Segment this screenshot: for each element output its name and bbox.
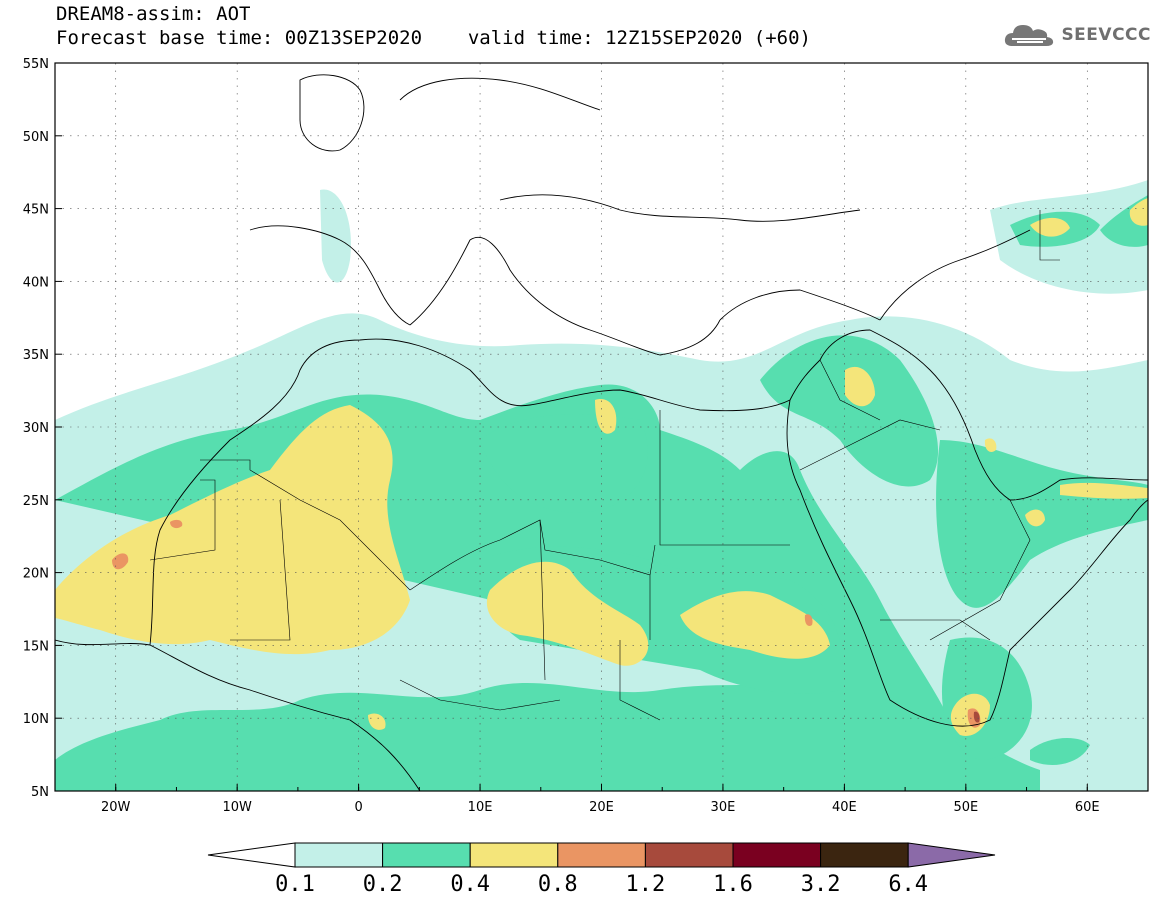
lat-tick-label: 40N xyxy=(23,275,49,290)
colorbar-label: 6.4 xyxy=(888,872,928,897)
lat-tick-label: 10N xyxy=(23,712,49,727)
colorbar-label: 1.6 xyxy=(713,872,753,897)
colorbar-label: 1.2 xyxy=(626,872,666,897)
lon-tick-label: 20W xyxy=(101,800,131,815)
lat-tick-label: 45N xyxy=(23,203,49,218)
aot-level-0.4 xyxy=(55,198,1148,736)
lon-tick-label: 40E xyxy=(832,800,857,815)
lon-axis: 20W 10W 0 10E 20E 30E 40E 50E 60E xyxy=(54,784,1149,815)
lat-lon-grid xyxy=(55,63,1148,791)
aot-field xyxy=(55,63,1148,791)
colorbar-segment xyxy=(294,842,384,868)
lat-tick-label: 35N xyxy=(23,348,49,363)
cloud-icon xyxy=(1005,25,1054,46)
colorbar-label: 0.8 xyxy=(538,872,578,897)
coastlines xyxy=(55,74,1148,791)
colorbar-segment xyxy=(732,842,822,868)
colorbar: 0.1 0.2 0.4 0.8 1.2 1.6 3.2 6.4 xyxy=(207,842,996,897)
colorbar-segment xyxy=(469,842,559,868)
lat-tick-label: 20N xyxy=(23,567,49,582)
lat-axis: 5N 10N 15N 20N 25N 30N 35N 40N 45N 50N 55N xyxy=(23,57,62,800)
logo-text: SEEVCCC xyxy=(1061,25,1151,45)
lat-tick-label: 15N xyxy=(23,639,49,654)
lon-tick-label: 50E xyxy=(953,800,978,815)
lat-tick-label: 55N xyxy=(23,57,49,72)
colorbar-label: 3.2 xyxy=(801,872,841,897)
map-subtitle: Forecast base time: 00Z13SEP2020 valid t… xyxy=(56,28,811,48)
lon-tick-label: 10E xyxy=(468,800,493,815)
lon-tick-label: 60E xyxy=(1075,800,1100,815)
lon-tick-label: 30E xyxy=(711,800,736,815)
lat-tick-label: 30N xyxy=(23,421,49,436)
colorbar-low-arrow xyxy=(207,842,296,868)
lon-tick-label: 10W xyxy=(222,800,252,815)
colorbar-segment xyxy=(820,842,909,868)
seevccc-logo: SEEVCCC xyxy=(1003,22,1151,48)
colorbar-label: 0.1 xyxy=(275,872,315,897)
colorbar-segment xyxy=(557,842,646,868)
aot-level-0.8 xyxy=(112,519,981,728)
colorbar-segment xyxy=(644,842,734,868)
colorbar-segment xyxy=(382,842,471,868)
aot-level-1.2 xyxy=(973,711,980,723)
colorbar-label: 0.2 xyxy=(363,872,403,897)
lat-tick-label: 5N xyxy=(31,785,49,800)
lat-tick-label: 50N xyxy=(23,130,49,145)
lon-tick-label: 0 xyxy=(354,800,362,815)
colorbar-high-arrow xyxy=(907,842,996,868)
map-title: DREAM8-assim: AOT xyxy=(56,3,251,25)
lat-tick-label: 25N xyxy=(23,494,49,509)
colorbar-label: 0.4 xyxy=(450,872,490,897)
lon-tick-label: 20E xyxy=(589,800,614,815)
country-borders xyxy=(149,210,1060,721)
valid-time: valid time: 12Z15SEP2020 (+60) xyxy=(467,27,811,49)
base-time: Forecast base time: 00Z13SEP2020 xyxy=(56,27,423,49)
